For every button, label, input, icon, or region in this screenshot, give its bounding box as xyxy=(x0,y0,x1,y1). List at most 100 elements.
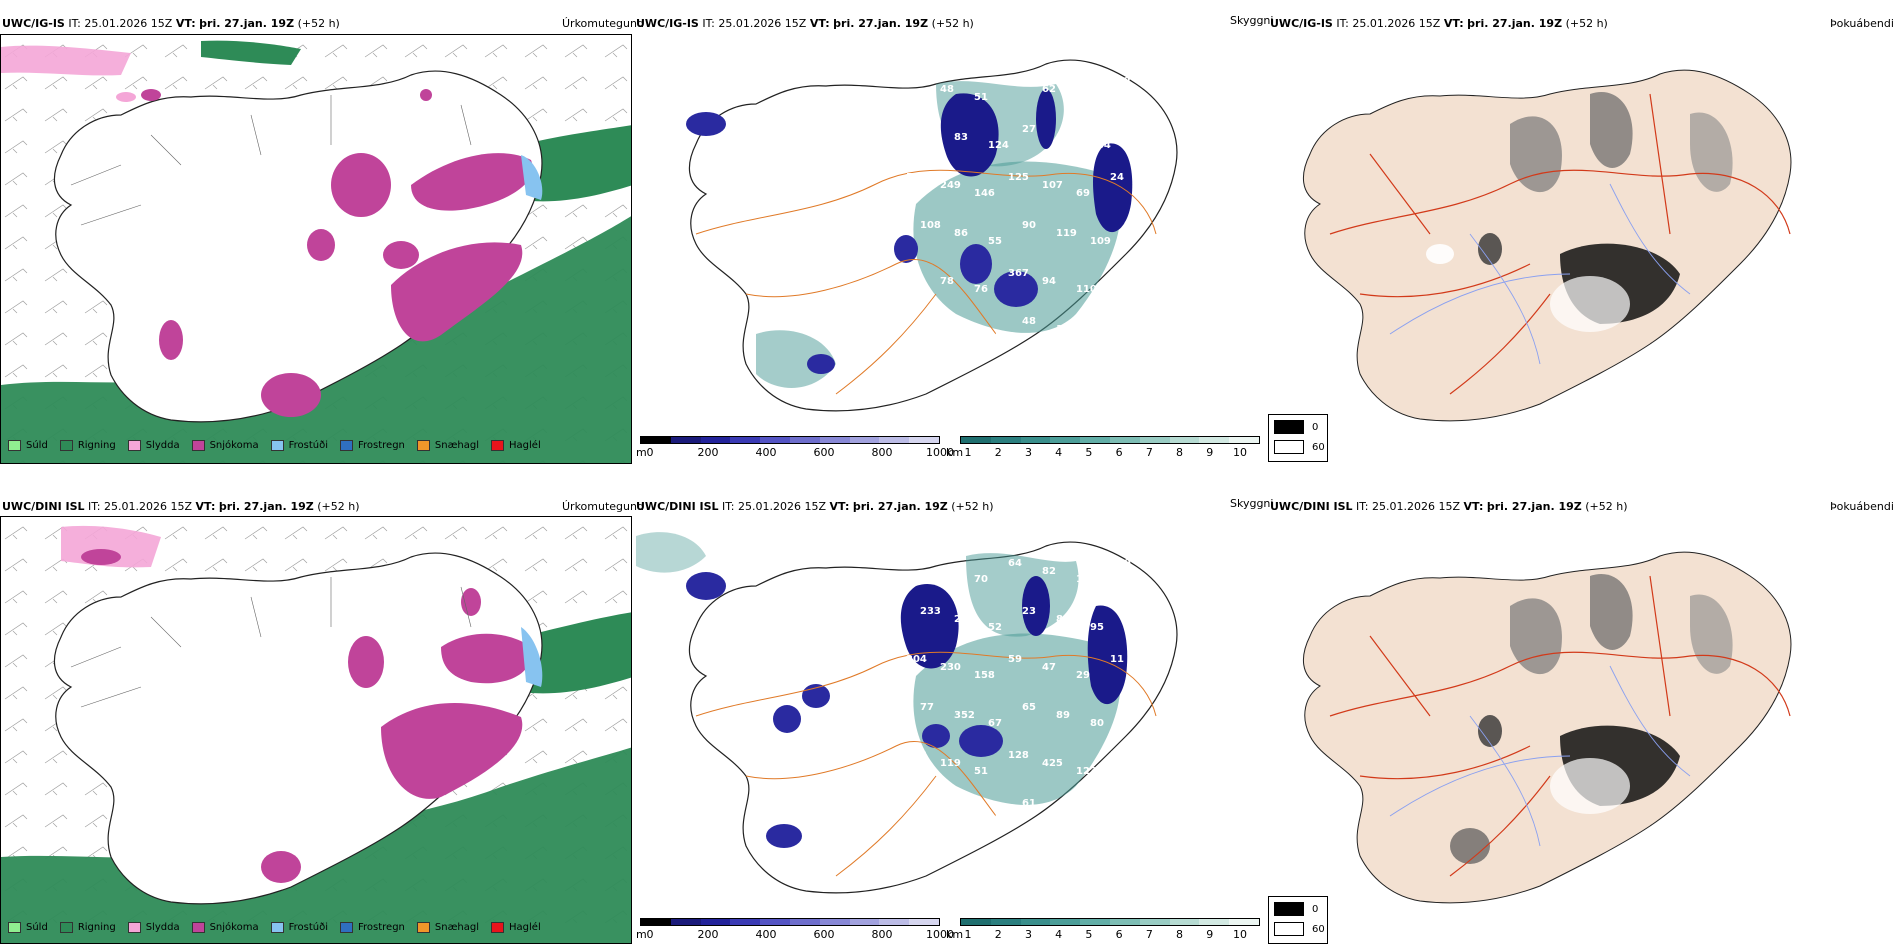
colorbar-segment xyxy=(909,919,939,925)
precip-title-dini: UWC/DINI ISL IT: 25.01.2026 15Z VT: þri.… xyxy=(2,500,360,513)
cloud-base-label: 2 xyxy=(1124,798,1131,809)
cloud-map-ig: 66 48 51 59 62 52 102 70 83 124 27 88 184 83 56 249 146 1… xyxy=(686,59,1178,412)
cloud-base-label: 230 xyxy=(940,662,961,673)
colorbar-segment xyxy=(1199,919,1230,925)
colorbar-segment xyxy=(819,437,850,443)
cloud-base-label: 425 xyxy=(1042,758,1063,769)
cloud-unit: m xyxy=(636,446,647,459)
cloud-base-label: 48 xyxy=(1022,316,1036,327)
cloud-base-label: 108 xyxy=(920,220,941,231)
legend-label: Snæhagl xyxy=(434,922,480,933)
precip-map-svg-dini xyxy=(1,517,631,943)
colorbar-segment xyxy=(1050,919,1081,925)
legend-swatch xyxy=(491,922,505,933)
colorbar-tick: 5 xyxy=(1085,446,1093,459)
legend-label: Frostúði xyxy=(288,440,328,451)
cloud-base-label: 48 xyxy=(940,84,954,95)
colorbar-segment xyxy=(760,437,790,443)
legend-item: Frostúði xyxy=(270,922,328,933)
cloud-base-label: 104 xyxy=(1124,606,1145,617)
legend-item: Slydda xyxy=(127,440,180,451)
colorbar-tick: 600 xyxy=(813,446,835,459)
legend-label: Frostregn xyxy=(358,922,405,933)
cloud-base-label: 78 xyxy=(940,276,954,287)
cloud-base-label: 23 xyxy=(1022,606,1036,617)
legend-label: 0 xyxy=(1312,903,1319,915)
precip-map-svg-ig xyxy=(1,35,631,463)
cloud-base-label: 77 xyxy=(920,702,934,713)
cloud-type-label-dini: Skyggni xyxy=(1230,497,1274,510)
cloud-base-label: 119 xyxy=(940,758,961,769)
legend-label: Snjókoma xyxy=(209,440,259,451)
colorbar-tick: 4 xyxy=(1055,446,1063,459)
legend-swatch xyxy=(270,922,284,933)
legend-swatch xyxy=(416,922,430,933)
legend-swatch xyxy=(59,922,73,933)
colorbar-tick: 0 xyxy=(646,928,654,941)
colorbar-segment xyxy=(1139,437,1170,443)
fog-type-label-ig: Þokuábendi xyxy=(1830,17,1894,30)
colorbar-tick: 400 xyxy=(755,446,777,459)
colorbar-segment xyxy=(990,437,1021,443)
cloud-base-label: 86 xyxy=(940,566,954,577)
cloud-base-label: 130 xyxy=(1056,324,1077,335)
legend-label: Frostúði xyxy=(288,922,328,933)
legend-swatch xyxy=(491,440,505,451)
colorbar-segment xyxy=(879,919,910,925)
cloud-base-label: 62 xyxy=(1042,84,1056,95)
legend-label: Rigning xyxy=(77,922,116,933)
cloud-base-label: 131 xyxy=(954,324,975,335)
cloud-ticks: 0 200 400 600 800 1000 xyxy=(646,928,955,942)
colorbar-segment xyxy=(1080,919,1110,925)
colorbar-tick: 9 xyxy=(1206,446,1214,459)
cloud-base-label: 146 xyxy=(974,188,995,199)
legend-swatch xyxy=(416,440,430,451)
cloud-title-dini: UWC/DINI ISL IT: 25.01.2026 15Z VT: þri.… xyxy=(636,500,994,513)
colorbar-tick: 10 xyxy=(1233,928,1247,941)
fog-legend-ig: 0 60 xyxy=(1268,414,1328,462)
colorbar-segment xyxy=(849,437,880,443)
legend-item: Rigning xyxy=(59,922,116,933)
precip-map-ig xyxy=(0,34,632,464)
legend-swatch xyxy=(8,922,21,933)
legend-swatch xyxy=(340,440,353,451)
legend-label: Súld xyxy=(26,440,48,451)
vis-ticks: 1 2 3 4 5 6 7 8 9 10 xyxy=(965,928,1248,942)
cloud-base-label: 24 xyxy=(1110,172,1124,183)
cloud-map-dini: 6286706482126140233229522380951042042301… xyxy=(636,532,1178,894)
vis-colorbar-ig xyxy=(960,436,1260,444)
legend-swatch xyxy=(1274,440,1304,454)
colorbar-segment xyxy=(1020,437,1051,443)
cloud-base-label: 70 xyxy=(974,574,988,585)
cloud-base-label: 119 xyxy=(1056,228,1077,239)
colorbar-segment xyxy=(1169,919,1200,925)
cloud-base-label: 249 xyxy=(940,180,961,191)
legend-item: Frostregn xyxy=(340,440,405,451)
legend-item: Slydda xyxy=(127,922,180,933)
cloud-base-label: 102 xyxy=(1110,76,1131,87)
cloud-base-label: 88 xyxy=(1056,132,1070,143)
colorbar-tick: 600 xyxy=(813,928,835,941)
colorbar-segment xyxy=(1109,919,1140,925)
colorbar-segment xyxy=(1229,437,1259,443)
colorbar-segment xyxy=(849,919,880,925)
cloud-base-label: 27 xyxy=(1022,124,1036,135)
legend-item: Snæhagl xyxy=(416,922,480,933)
cloud-label-group: 6286706482126140233229522380951042042301… xyxy=(906,558,1145,825)
cloud-base-label: 109 xyxy=(1090,236,1111,247)
legend-item: Snjókoma xyxy=(191,440,259,451)
legend-swatch xyxy=(59,440,73,451)
colorbar-tick: 8 xyxy=(1176,928,1184,941)
colorbar-segment xyxy=(700,919,731,925)
colorbar-tick: 400 xyxy=(755,928,777,941)
colorbar-tick: 2 xyxy=(994,928,1002,941)
cloud-base-label: 367 xyxy=(1008,268,1029,279)
colorbar-segment xyxy=(641,919,671,925)
cloud-colorbar-dini xyxy=(640,918,940,926)
colorbar-tick: 5 xyxy=(1085,928,1093,941)
legend-item: Súld xyxy=(8,922,48,933)
cloud-base-label: 66 xyxy=(906,76,920,87)
colorbar-tick: 2 xyxy=(994,446,1002,459)
colorbar-segment xyxy=(819,919,850,925)
cloud-base-label: 64 xyxy=(1008,558,1022,569)
